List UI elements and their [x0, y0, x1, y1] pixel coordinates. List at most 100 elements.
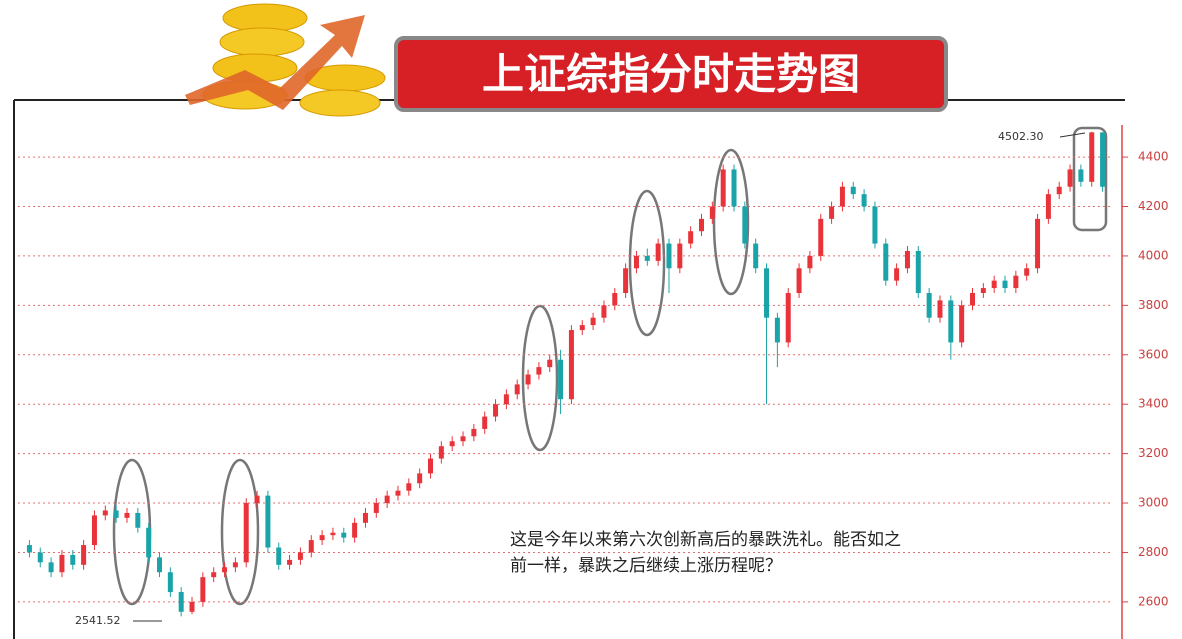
candle-body	[1013, 275, 1019, 289]
note-line: 这是今年以来第六次创新高后的暴跌洗礼。能否如之	[510, 530, 901, 550]
candle-body	[417, 473, 423, 484]
candle-body	[167, 572, 173, 593]
candle-body	[297, 552, 303, 560]
candle-body	[460, 436, 466, 442]
candle-body	[1067, 169, 1073, 187]
candle-body	[81, 545, 87, 565]
candle-body	[406, 483, 412, 491]
candle-body	[829, 206, 835, 219]
y-tick-label: 4200	[1138, 199, 1169, 213]
candle-body	[503, 394, 509, 405]
y-tick-label: 3400	[1138, 397, 1169, 411]
candle-body	[395, 490, 401, 496]
candle-body	[26, 545, 32, 553]
candle-body	[655, 243, 661, 261]
candle-body	[764, 268, 770, 318]
plot-area: 2600 2800 3000 3200 3400 3600 3800 4000 4200 4400	[18, 131, 1169, 617]
candle-body	[731, 169, 737, 207]
candle-body	[70, 554, 76, 565]
candle-body	[308, 540, 314, 553]
high-arrow	[1059, 132, 1086, 138]
candle-body	[1089, 132, 1095, 182]
candle-body	[850, 186, 856, 195]
candle-body	[124, 512, 130, 518]
candle-body	[157, 557, 162, 573]
candle-body	[1002, 280, 1008, 289]
candle-body	[493, 404, 499, 417]
candle-body	[1035, 218, 1041, 269]
y-tick-label: 3200	[1138, 446, 1169, 460]
candle-body	[547, 359, 553, 368]
candle-body	[807, 255, 813, 269]
candle-body	[265, 495, 271, 548]
candle-body	[688, 231, 694, 244]
candle-body	[644, 255, 650, 261]
candle-body	[189, 601, 195, 612]
title-banner	[394, 36, 948, 112]
candle-body	[959, 305, 965, 343]
candle-body	[753, 243, 759, 269]
candle-body	[146, 527, 152, 558]
y-tick-label: 3600	[1138, 347, 1169, 361]
y-tick-label: 4400	[1138, 150, 1169, 164]
chart-title: 上证综指分时走势图	[482, 50, 860, 99]
candle-body	[1100, 132, 1106, 187]
candle-body	[720, 169, 726, 207]
candle-body	[839, 186, 845, 207]
candle-body	[438, 446, 444, 459]
candle-body	[428, 458, 433, 474]
candle-body	[373, 503, 379, 513]
candle-body	[568, 330, 574, 400]
candle-body	[666, 243, 672, 269]
candle-body	[948, 300, 954, 343]
candle-body	[352, 522, 358, 538]
candle-body	[861, 194, 867, 207]
candle-body	[37, 552, 43, 563]
candle-body	[482, 416, 488, 429]
candle-body	[894, 268, 900, 281]
candle-body	[980, 288, 986, 293]
candle-body	[200, 577, 206, 602]
candle-body	[384, 495, 390, 504]
candle-body	[113, 510, 119, 518]
candle-body	[1056, 186, 1062, 195]
candle-body	[623, 268, 629, 293]
candle-body	[59, 554, 65, 573]
candle-body	[818, 218, 824, 256]
candle-body	[243, 503, 249, 563]
candle-body	[579, 325, 585, 331]
candle-body	[590, 317, 596, 326]
y-tick-label: 2800	[1138, 545, 1169, 559]
candle-body	[91, 515, 97, 546]
candle-body	[222, 567, 228, 573]
candle-body	[937, 300, 943, 318]
candle-body	[319, 535, 325, 541]
candle-body	[471, 428, 477, 437]
candle-body	[970, 292, 975, 306]
candle-body	[135, 512, 141, 528]
candle-body	[904, 250, 910, 269]
candle-body	[558, 359, 564, 400]
candle-body	[514, 384, 520, 395]
high-label: 4502.30	[998, 130, 1044, 143]
y-tick-label: 3800	[1138, 298, 1169, 312]
candle-body	[883, 243, 889, 281]
candle-body	[48, 562, 54, 573]
candle-body	[178, 592, 184, 612]
candle-body	[211, 572, 217, 578]
candle-body	[785, 292, 791, 343]
candle-body	[677, 243, 683, 269]
candle-body	[872, 206, 878, 244]
candle-body	[525, 374, 531, 385]
candle-body	[699, 218, 704, 232]
candle-body	[449, 441, 455, 447]
candle-body	[991, 280, 997, 289]
note-line: 前一样，暴跌之后继续上涨历程呢？	[510, 556, 782, 576]
candle-body	[742, 206, 748, 244]
highlight-ellipses	[112, 126, 1108, 606]
candle-body	[709, 206, 715, 219]
candle-body	[915, 250, 921, 293]
candle-body	[1045, 194, 1051, 219]
candle-body	[774, 317, 780, 343]
